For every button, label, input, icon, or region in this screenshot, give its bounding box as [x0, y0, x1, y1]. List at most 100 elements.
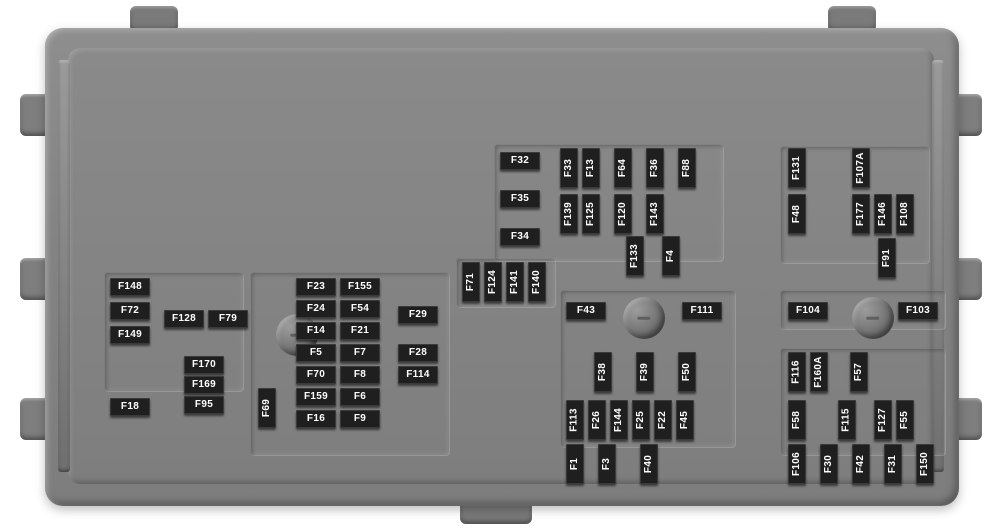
fuse-label: F103 — [906, 306, 930, 316]
fuse-f160a: F160A — [810, 352, 828, 392]
fuse-f141: F141 — [506, 262, 524, 302]
fuse-label: F88 — [682, 159, 692, 177]
fuse-f31: F31 — [884, 444, 902, 484]
fuse-label: F64 — [618, 159, 628, 177]
fuse-f55: F55 — [896, 400, 914, 440]
fuse-label: F140 — [532, 270, 542, 294]
fuse-label: F42 — [856, 455, 866, 473]
fuse-label: F139 — [564, 202, 574, 226]
fuse-label: F107A — [856, 152, 866, 184]
fuse-label: F7 — [354, 348, 366, 358]
fuse-label: F25 — [636, 411, 646, 429]
fuse-f8: F8 — [340, 366, 380, 384]
fuse-f108: F108 — [896, 194, 914, 234]
fuse-f103: F103 — [898, 302, 938, 320]
fuse-label: F144 — [614, 408, 624, 432]
fuse-label: F45 — [680, 411, 690, 429]
fuse-label: F55 — [900, 411, 910, 429]
fuse-label: F141 — [510, 270, 520, 294]
fuse-label: F32 — [511, 156, 529, 166]
fuse-label: F6 — [354, 392, 366, 402]
rib — [58, 60, 70, 472]
fuse-label: F31 — [888, 455, 898, 473]
fuse-label: F170 — [192, 360, 216, 370]
fuse-f6: F6 — [340, 388, 380, 406]
fuse-label: F4 — [666, 250, 676, 262]
fuse-f127: F127 — [874, 400, 892, 440]
fuse-label: F127 — [878, 408, 888, 432]
fuse-f69: F69 — [258, 388, 276, 428]
fuse-f106: F106 — [788, 444, 806, 484]
fuse-label: F58 — [792, 411, 802, 429]
fuse-f50: F50 — [678, 352, 696, 392]
fuse-f114: F114 — [398, 366, 438, 384]
fuse-f24: F24 — [296, 300, 336, 318]
fuse-f88: F88 — [678, 148, 696, 188]
knob — [852, 297, 894, 339]
fuse-f33: F33 — [560, 148, 578, 188]
fuse-f28: F28 — [398, 344, 438, 362]
fuse-label: F113 — [570, 408, 580, 431]
fuse-label: F36 — [650, 159, 660, 177]
fuse-label: F146 — [878, 202, 888, 226]
fuse-f35: F35 — [500, 190, 540, 208]
fuse-f139: F139 — [560, 194, 578, 234]
fuse-f131: F131 — [788, 148, 806, 188]
fuse-f71: F71 — [462, 262, 480, 302]
fuse-f45: F45 — [676, 400, 694, 440]
fuse-label: F160A — [814, 356, 824, 388]
fuse-f29: F29 — [398, 306, 438, 324]
fuse-label: F95 — [195, 400, 213, 410]
fuse-f128: F128 — [164, 310, 204, 328]
fuse-label: F48 — [792, 205, 802, 223]
fuse-label: F21 — [351, 326, 369, 336]
fuse-f42: F42 — [852, 444, 870, 484]
fuse-f26: F26 — [588, 400, 606, 440]
fuse-f149: F149 — [110, 326, 150, 344]
fuse-f113: F113 — [566, 400, 584, 440]
fuse-f40: F40 — [640, 444, 658, 484]
fuse-f30: F30 — [820, 444, 838, 484]
fuse-label: F148 — [118, 282, 142, 292]
fuse-label: F91 — [882, 249, 892, 267]
fuse-label: F71 — [466, 273, 476, 291]
fuse-label: F35 — [511, 194, 529, 204]
fuse-f72: F72 — [110, 302, 150, 320]
fuse-label: F13 — [586, 159, 596, 177]
fuse-label: F9 — [354, 414, 366, 424]
fuse-f7: F7 — [340, 344, 380, 362]
fuse-f70: F70 — [296, 366, 336, 384]
fuse-label: F39 — [640, 363, 650, 381]
fuse-label: F111 — [691, 306, 714, 316]
fuse-f21: F21 — [340, 322, 380, 340]
fuse-label: F79 — [219, 314, 237, 324]
fuse-label: F29 — [409, 310, 427, 320]
fuse-label: F18 — [121, 402, 139, 412]
fuse-f115: F115 — [838, 400, 856, 440]
fuse-f95: F95 — [184, 396, 224, 414]
fuse-f39: F39 — [636, 352, 654, 392]
fuse-label: F3 — [602, 458, 612, 470]
fuse-box-diagram: F148F72F149F18F128F79F170F169F95F69F23F2… — [0, 0, 1000, 532]
fuse-f57: F57 — [850, 352, 868, 392]
fuse-f159: F159 — [296, 388, 336, 406]
fuse-f133: F133 — [626, 236, 644, 276]
fuse-f16: F16 — [296, 410, 336, 428]
fuse-label: F120 — [618, 202, 628, 226]
fuse-f150: F150 — [916, 444, 934, 484]
fuse-label: F114 — [406, 370, 429, 380]
fuse-f107a: F107A — [852, 148, 870, 188]
fuse-label: F43 — [577, 306, 595, 316]
fuse-f34: F34 — [500, 228, 540, 246]
fuse-f143: F143 — [646, 194, 664, 234]
fuse-label: F149 — [118, 330, 142, 340]
fuse-f43: F43 — [566, 302, 606, 320]
fuse-label: F70 — [307, 370, 325, 380]
fuse-f32: F32 — [500, 152, 540, 170]
fuse-label: F69 — [262, 399, 272, 417]
fuse-label: F23 — [307, 282, 325, 292]
fuse-f5: F5 — [296, 344, 336, 362]
fuse-label: F40 — [644, 455, 654, 473]
fuse-label: F28 — [409, 348, 427, 358]
fuse-f148: F148 — [110, 278, 150, 296]
